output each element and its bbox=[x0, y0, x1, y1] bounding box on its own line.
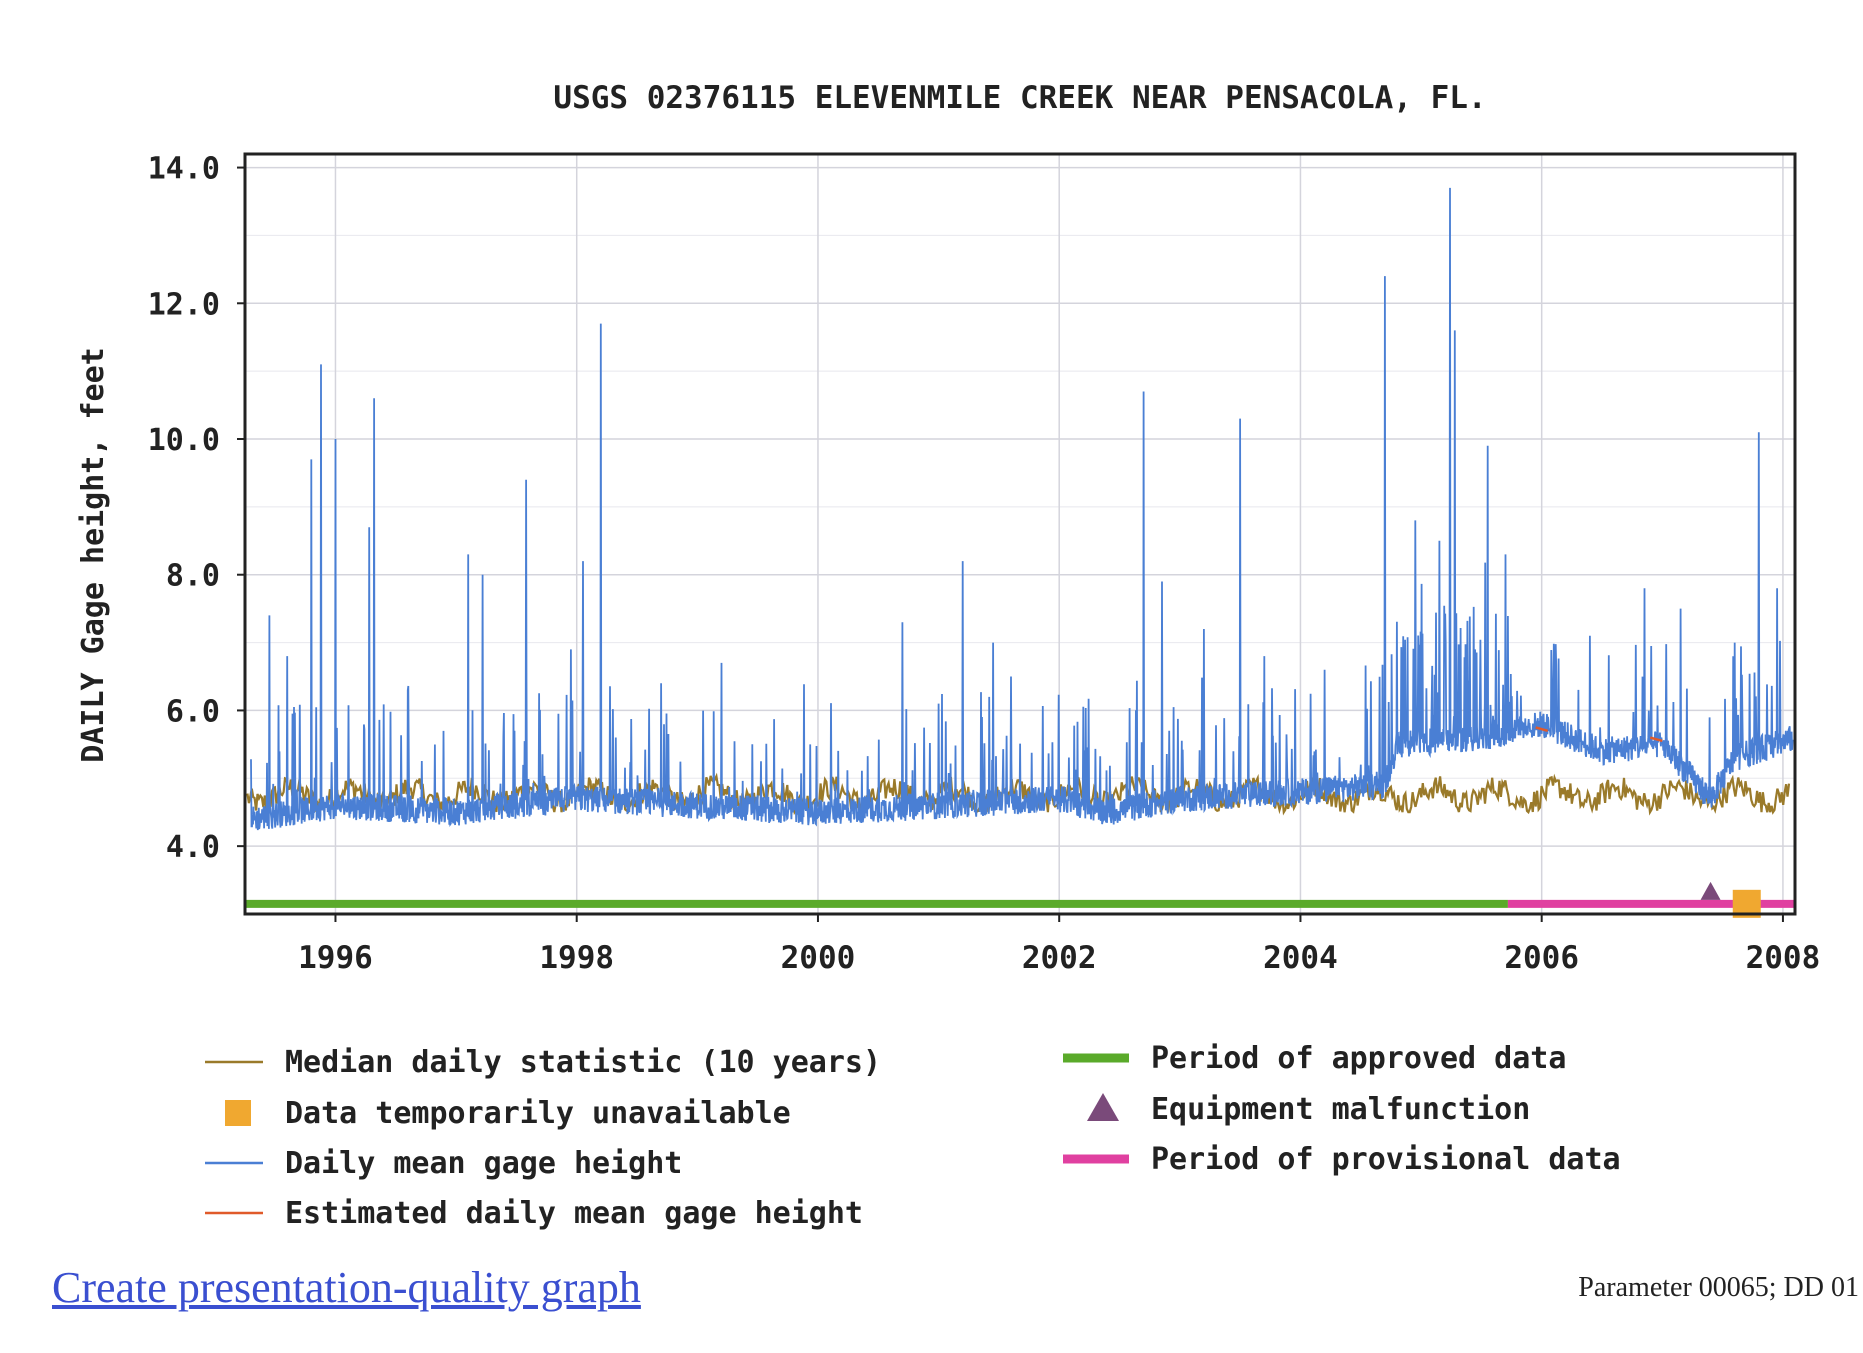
y-tick-label: 14.0 bbox=[148, 152, 220, 187]
estimated-line-group bbox=[1535, 726, 1663, 743]
legend-label: Data temporarily unavailable bbox=[285, 1096, 791, 1131]
plot-frame bbox=[243, 152, 1797, 916]
legend-square-symbol bbox=[225, 1100, 251, 1126]
y-tick-label: 12.0 bbox=[148, 287, 220, 322]
estimated-segment bbox=[1535, 726, 1549, 732]
chart-title: USGS 02376115 ELEVENMILE CREEK NEAR PENS… bbox=[553, 80, 1486, 116]
legend-label: Median daily statistic (10 years) bbox=[285, 1045, 881, 1080]
x-axis-ticks: 1996 1998 2000 2002 2004 2006 2008 bbox=[298, 914, 1820, 976]
y-tick-label: 4.0 bbox=[166, 830, 220, 865]
x-tick-label: 1996 bbox=[298, 940, 373, 976]
y-tick-label: 8.0 bbox=[166, 559, 220, 594]
legend-label: Equipment malfunction bbox=[1151, 1092, 1530, 1127]
legend: Median daily statistic (10 years) Data te… bbox=[205, 1041, 1621, 1231]
equipment-malfunction-marker bbox=[1700, 881, 1721, 900]
x-tick-label: 2000 bbox=[781, 940, 856, 976]
y-tick-label: 6.0 bbox=[166, 694, 220, 729]
x-tick-label: 2004 bbox=[1263, 940, 1338, 976]
presentation-quality-graph-link[interactable]: Create presentation-quality graph bbox=[52, 1263, 641, 1312]
daily-mean-line bbox=[250, 187, 1794, 831]
gage-height-chart: USGS 02376115 ELEVENMILE CREEK NEAR PENS… bbox=[76, 80, 1820, 1231]
x-tick-label: 2008 bbox=[1746, 940, 1821, 976]
legend-label: Estimated daily mean gage height bbox=[285, 1196, 863, 1231]
x-tick-label: 1998 bbox=[539, 940, 614, 976]
y-tick-label: 10.0 bbox=[148, 423, 220, 458]
estimated-segment bbox=[1649, 736, 1663, 743]
legend-triangle-symbol bbox=[1087, 1093, 1119, 1121]
legend-label: Daily mean gage height bbox=[285, 1146, 682, 1181]
x-tick-label: 2002 bbox=[1022, 940, 1097, 976]
legend-label: Period of provisional data bbox=[1151, 1142, 1621, 1177]
daily-mean-line-group bbox=[250, 187, 1794, 831]
y-axis-label: DAILY Gage height, feet bbox=[76, 347, 111, 762]
x-tick-label: 2006 bbox=[1504, 940, 1579, 976]
y-axis-ticks: 4.0 6.0 8.0 10.0 12.0 14.0 bbox=[148, 152, 245, 865]
parameter-label: Parameter 00065; DD 01 bbox=[1578, 1272, 1859, 1303]
legend-label: Period of approved data bbox=[1151, 1041, 1566, 1076]
